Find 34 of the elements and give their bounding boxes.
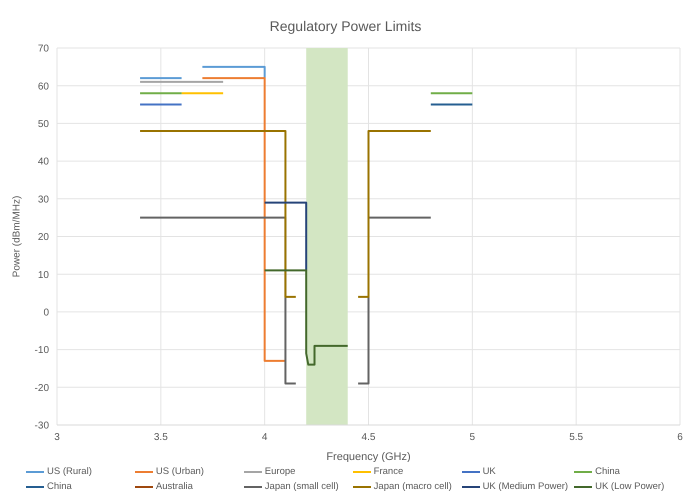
y-tick-label: 20: [38, 232, 50, 244]
legend-label: UK: [482, 466, 496, 477]
legend-label: France: [374, 466, 404, 477]
y-axis-title: Power (dBm/MHz): [12, 196, 23, 278]
legend-label: US (Rural): [47, 466, 92, 477]
y-tick-label: 40: [38, 156, 50, 168]
chart-title: Regulatory Power Limits: [268, 17, 422, 34]
y-tick-label: -20: [34, 382, 50, 394]
legend-label: Japan (small cell): [264, 481, 339, 492]
y-tick-label: 50: [38, 118, 50, 130]
y-tick-label: 30: [38, 194, 50, 206]
legend-label: Europe: [264, 466, 296, 477]
x-tick-label: 4: [262, 432, 268, 444]
x-axis-title: Frequency (GHz): [326, 451, 411, 463]
y-tick-label: 10: [38, 270, 50, 281]
legend-label: UK (Medium Power): [482, 481, 568, 492]
legend-label: Australia: [156, 481, 193, 492]
legend-label: Japan (macro cell): [374, 481, 452, 492]
x-tick-label: 3.5: [154, 432, 168, 444]
x-tick-label: 4.5: [362, 432, 376, 444]
y-tick-label: -30: [34, 420, 50, 432]
y-tick-label: 70: [38, 44, 50, 55]
x-tick-label: 6: [677, 432, 684, 444]
legend-label: US (Urban): [156, 466, 204, 477]
legend-label: China: [47, 481, 72, 492]
legend-label: UK (Low Power): [595, 481, 664, 492]
x-tick-label: 5: [470, 432, 476, 444]
y-tick-label: 60: [38, 81, 50, 92]
x-tick-label: 5.5: [569, 432, 584, 444]
x-tick-label: 3: [54, 432, 60, 444]
line-series: [264, 269, 349, 366]
y-tick-label: -10: [34, 345, 50, 356]
legend-label: China: [595, 466, 620, 477]
y-tick-label: 0: [43, 307, 50, 318]
